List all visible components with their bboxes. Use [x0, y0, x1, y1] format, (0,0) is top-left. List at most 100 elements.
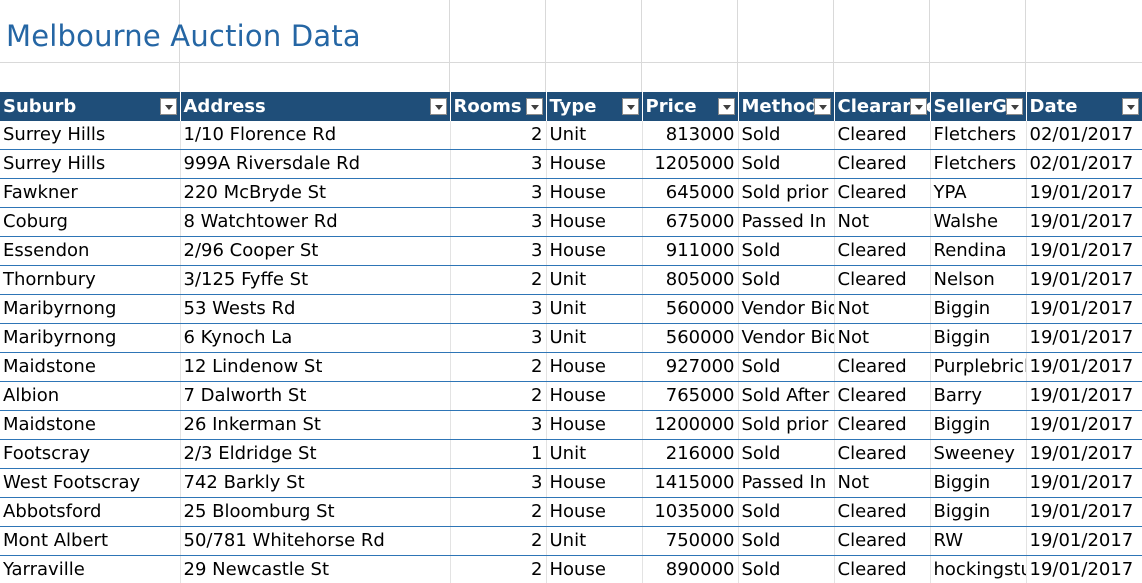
cell-date[interactable]: 19/01/2017: [1026, 410, 1142, 440]
cell-sellerg[interactable]: Fletchers: [930, 149, 1027, 179]
cell-price[interactable]: 1205000: [642, 149, 739, 179]
cell-rooms[interactable]: 3: [450, 468, 547, 498]
cell-type[interactable]: House: [546, 468, 643, 498]
cell-method[interactable]: Sold prior: [738, 410, 835, 440]
cell-rooms[interactable]: 3: [450, 294, 547, 324]
cell-address[interactable]: 8 Watchtower Rd: [180, 207, 451, 237]
cell-method[interactable]: Sold: [738, 265, 835, 295]
cell-rooms[interactable]: 2: [450, 381, 547, 411]
cell-price[interactable]: 813000: [642, 121, 739, 150]
cell-rooms[interactable]: 2: [450, 555, 547, 583]
cell-price[interactable]: 1200000: [642, 410, 739, 440]
cell-method[interactable]: Sold: [738, 236, 835, 266]
cell-type[interactable]: Unit: [546, 294, 643, 324]
cell-clearance[interactable]: Cleared: [834, 265, 931, 295]
sheet-title[interactable]: Melbourne Auction Data: [6, 19, 361, 53]
cell-type[interactable]: House: [546, 236, 643, 266]
cell-sellerg[interactable]: YPA: [930, 178, 1027, 208]
cell-suburb[interactable]: Maribyrnong: [0, 323, 181, 353]
cell-type[interactable]: Unit: [546, 265, 643, 295]
cell-suburb[interactable]: West Footscray: [0, 468, 181, 498]
column-header-date[interactable]: Date: [1026, 92, 1142, 121]
cell-address[interactable]: 29 Newcastle St: [180, 555, 451, 583]
cell-price[interactable]: 1415000: [642, 468, 739, 498]
cell-type[interactable]: House: [546, 555, 643, 583]
cell-rooms[interactable]: 1: [450, 439, 547, 469]
cell-sellerg[interactable]: Barry: [930, 381, 1027, 411]
cell-address[interactable]: 50/781 Whitehorse Rd: [180, 526, 451, 556]
cell-date[interactable]: 19/01/2017: [1026, 236, 1142, 266]
cell-price[interactable]: 675000: [642, 207, 739, 237]
cell-suburb[interactable]: Coburg: [0, 207, 181, 237]
column-header-rooms[interactable]: Rooms: [450, 92, 547, 121]
cell-method[interactable]: Sold prior: [738, 178, 835, 208]
cell-suburb[interactable]: Yarraville: [0, 555, 181, 583]
cell-price[interactable]: 805000: [642, 265, 739, 295]
cell-sellerg[interactable]: RW: [930, 526, 1027, 556]
cell-date[interactable]: 02/01/2017: [1026, 149, 1142, 179]
cell-address[interactable]: 742 Barkly St: [180, 468, 451, 498]
cell-clearance[interactable]: Cleared: [834, 178, 931, 208]
cell-date[interactable]: 19/01/2017: [1026, 555, 1142, 583]
cell-price[interactable]: 927000: [642, 352, 739, 382]
cell-sellerg[interactable]: Purplebricks: [930, 352, 1027, 382]
cell-clearance[interactable]: Cleared: [834, 439, 931, 469]
cell-date[interactable]: 19/01/2017: [1026, 265, 1142, 295]
cell-price[interactable]: 890000: [642, 555, 739, 583]
cell-price[interactable]: 645000: [642, 178, 739, 208]
cell-rooms[interactable]: 3: [450, 410, 547, 440]
cell-sellerg[interactable]: hockingstuart: [930, 555, 1027, 583]
cell-rooms[interactable]: 2: [450, 526, 547, 556]
cell-suburb[interactable]: Surrey Hills: [0, 121, 181, 150]
cell-type[interactable]: House: [546, 178, 643, 208]
column-header-address[interactable]: Address: [180, 92, 451, 121]
cell-type[interactable]: Unit: [546, 526, 643, 556]
cell-price[interactable]: 750000: [642, 526, 739, 556]
cell-type[interactable]: Unit: [546, 439, 643, 469]
cell-sellerg[interactable]: Walshe: [930, 207, 1027, 237]
cell-clearance[interactable]: Not: [834, 294, 931, 324]
cell-clearance[interactable]: Cleared: [834, 497, 931, 527]
cell-method[interactable]: Sold After: [738, 381, 835, 411]
cell-rooms[interactable]: 2: [450, 265, 547, 295]
cell-date[interactable]: 19/01/2017: [1026, 178, 1142, 208]
cell-suburb[interactable]: Albion: [0, 381, 181, 411]
cell-suburb[interactable]: Maidstone: [0, 410, 181, 440]
cell-address[interactable]: 2/96 Cooper St: [180, 236, 451, 266]
cell-rooms[interactable]: 3: [450, 149, 547, 179]
cell-suburb[interactable]: Maidstone: [0, 352, 181, 382]
cell-sellerg[interactable]: Biggin: [930, 468, 1027, 498]
cell-date[interactable]: 19/01/2017: [1026, 323, 1142, 353]
column-header-clearance[interactable]: Clearance: [834, 92, 931, 121]
cell-price[interactable]: 216000: [642, 439, 739, 469]
column-header-price[interactable]: Price: [642, 92, 739, 121]
cell-clearance[interactable]: Cleared: [834, 381, 931, 411]
filter-dropdown-icon[interactable]: [621, 98, 639, 115]
cell-suburb[interactable]: Surrey Hills: [0, 149, 181, 179]
cell-sellerg[interactable]: Biggin: [930, 323, 1027, 353]
cell-price[interactable]: 560000: [642, 294, 739, 324]
cell-sellerg[interactable]: Biggin: [930, 497, 1027, 527]
cell-clearance[interactable]: Not: [834, 207, 931, 237]
cell-method[interactable]: Sold: [738, 149, 835, 179]
cell-price[interactable]: 911000: [642, 236, 739, 266]
cell-sellerg[interactable]: Fletchers: [930, 121, 1027, 150]
cell-method[interactable]: Vendor Bid: [738, 323, 835, 353]
cell-suburb[interactable]: Maribyrnong: [0, 294, 181, 324]
cell-method[interactable]: Passed In: [738, 468, 835, 498]
column-header-suburb[interactable]: Suburb: [0, 92, 181, 121]
cell-price[interactable]: 1035000: [642, 497, 739, 527]
cell-method[interactable]: Sold: [738, 526, 835, 556]
cell-suburb[interactable]: Essendon: [0, 236, 181, 266]
cell-date[interactable]: 19/01/2017: [1026, 439, 1142, 469]
cell-type[interactable]: House: [546, 207, 643, 237]
cell-date[interactable]: 19/01/2017: [1026, 468, 1142, 498]
column-header-sellerg[interactable]: SellerG: [930, 92, 1027, 121]
cell-type[interactable]: House: [546, 149, 643, 179]
cell-clearance[interactable]: Cleared: [834, 526, 931, 556]
cell-suburb[interactable]: Footscray: [0, 439, 181, 469]
cell-date[interactable]: 19/01/2017: [1026, 352, 1142, 382]
cell-clearance[interactable]: Cleared: [834, 236, 931, 266]
cell-rooms[interactable]: 2: [450, 121, 547, 150]
cell-suburb[interactable]: Thornbury: [0, 265, 181, 295]
